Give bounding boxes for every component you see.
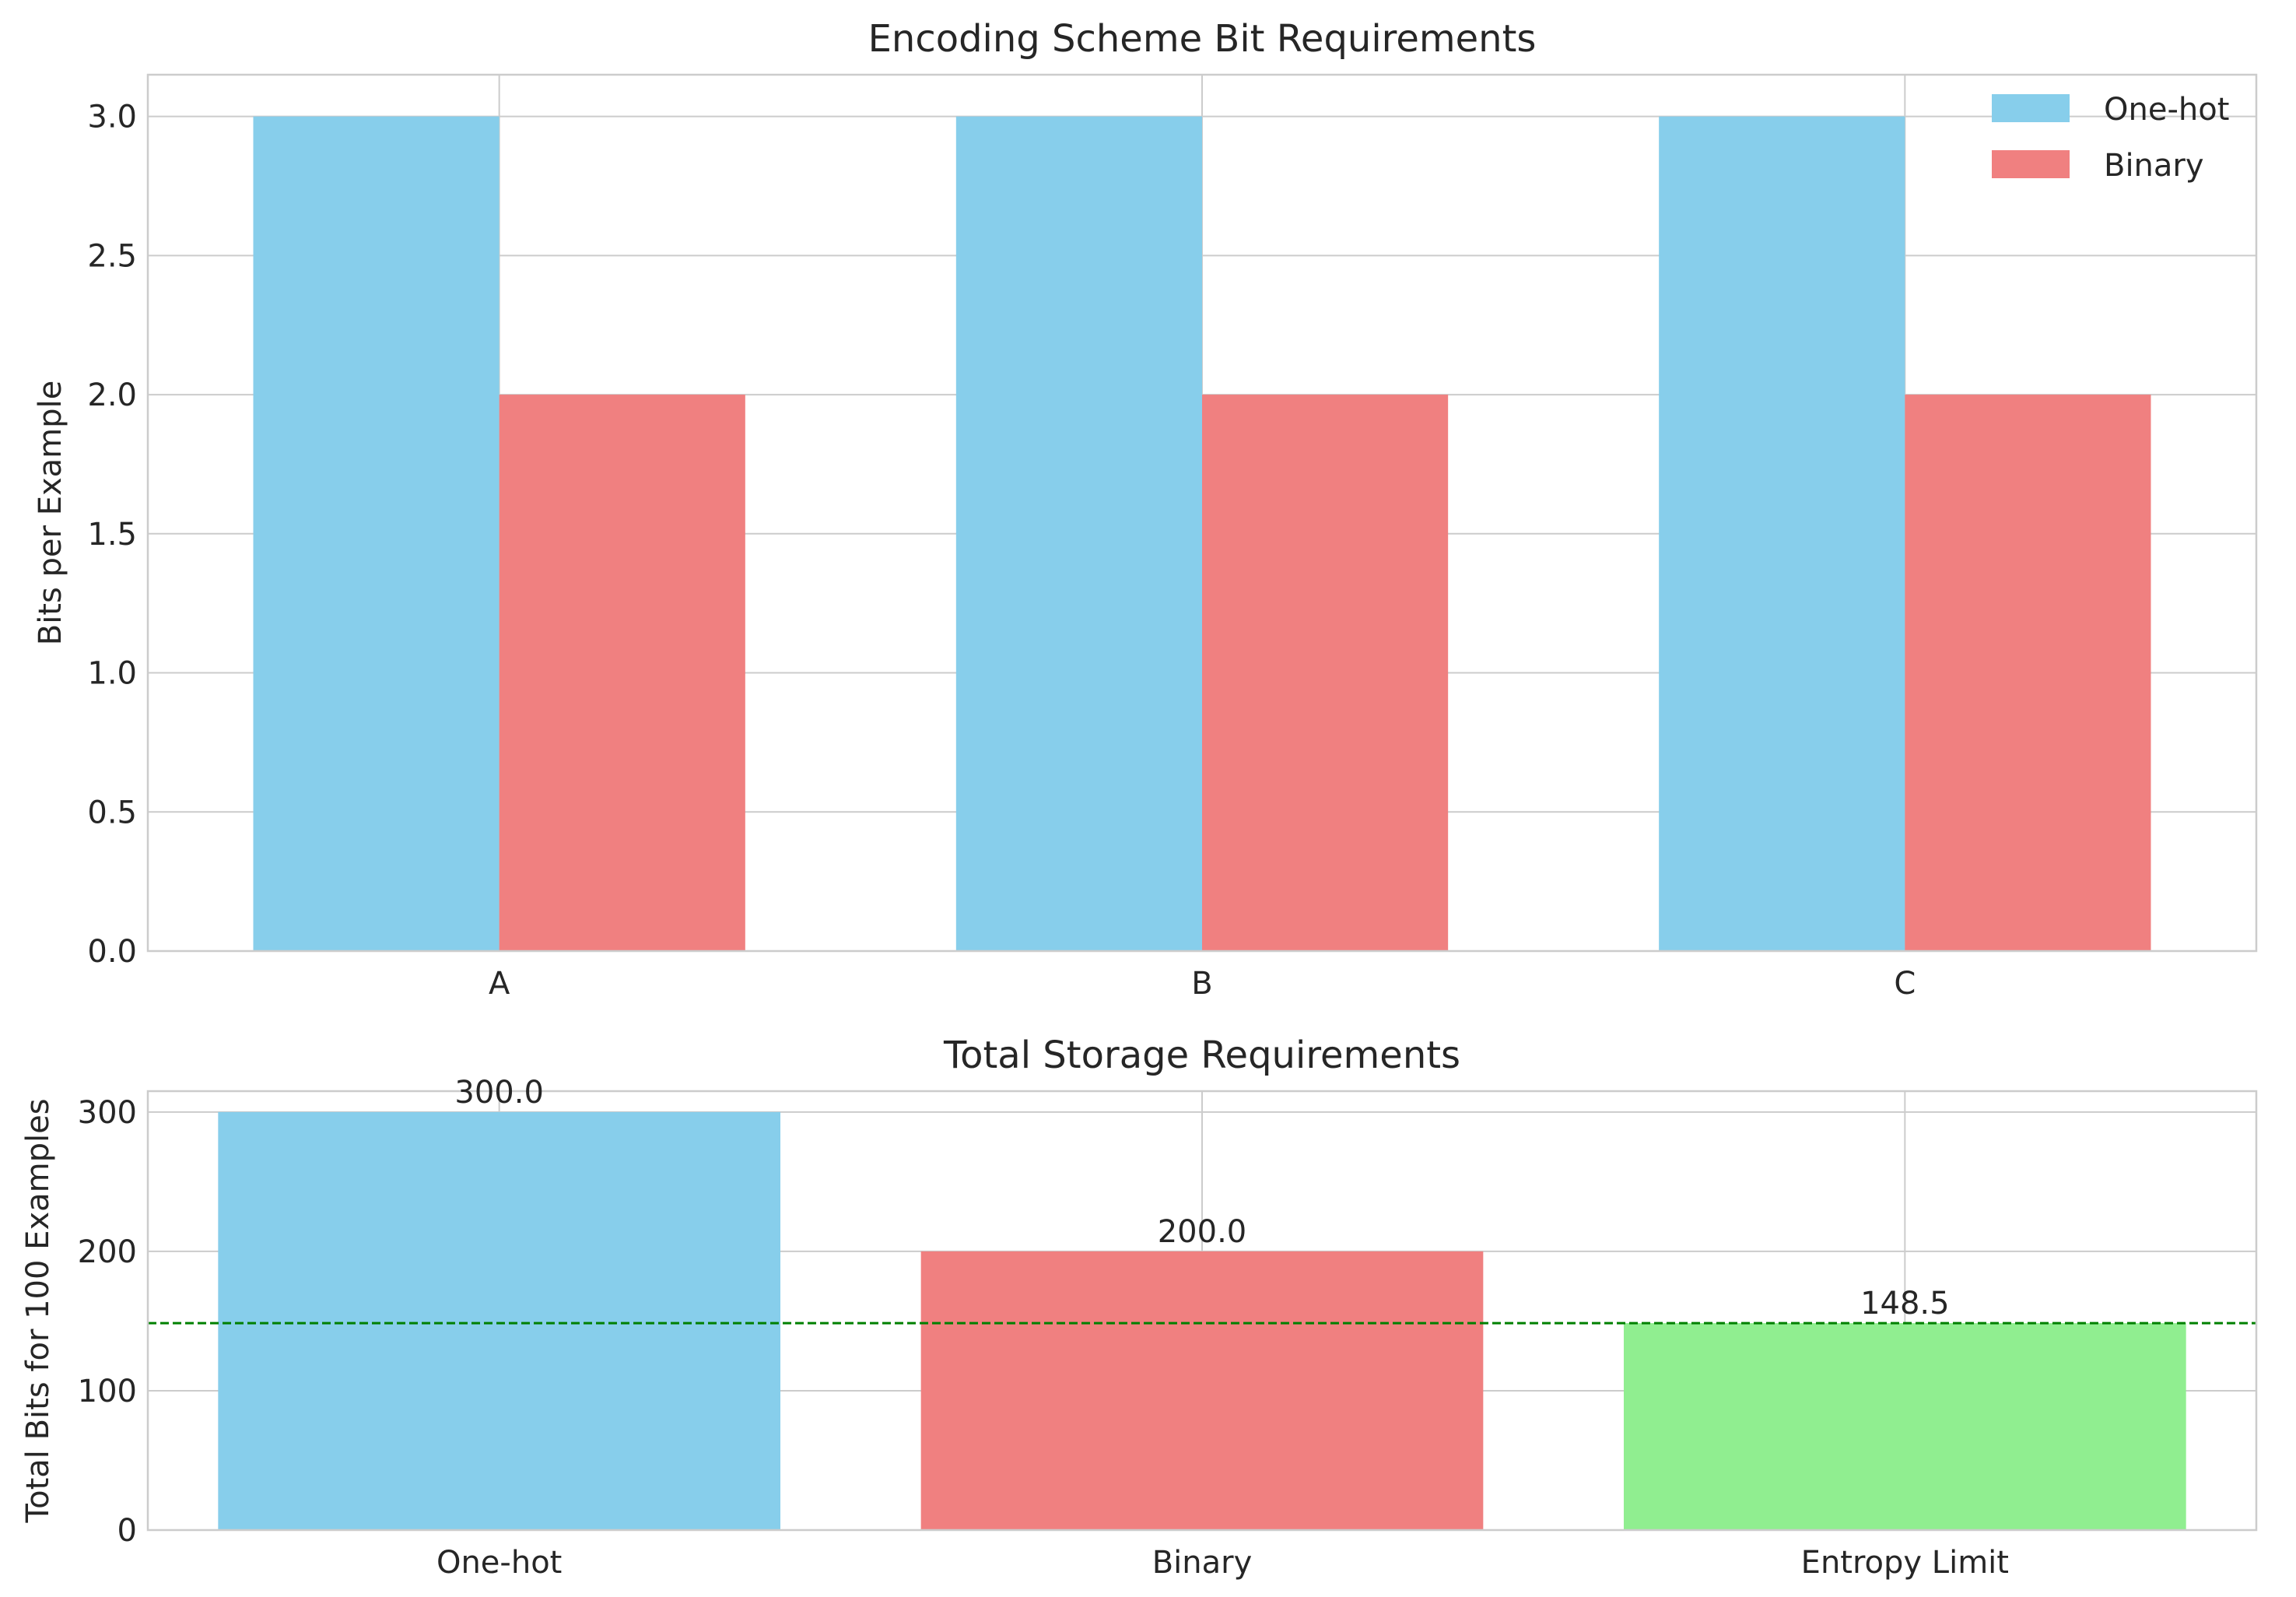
x-tick-label: A [489,966,510,1002]
legend-swatch-one-hot [1992,94,2070,122]
bars [218,1111,2186,1530]
bar-one-hot [218,1111,780,1530]
y-axis-label: Bits per Example [33,381,68,646]
legend-label-binary: Binary [2104,148,2204,184]
y-tick-label: 200 [78,1234,137,1270]
y-axis-label: Total Bits for 100 Examples [20,1098,56,1523]
data-labels: 300.0 200.0 148.5 [454,1075,1949,1321]
bar-one-hot-a [253,116,500,952]
chart-encoding-bits: 0.0 0.5 1.0 1.5 2.0 2.5 3.0 A B C Encoding Schem… [33,17,2258,1002]
bar-entropy-limit [1624,1323,2186,1530]
y-tick-labels: 0.0 0.5 1.0 1.5 2.0 2.5 3.0 [87,100,137,970]
bar-binary-a [499,395,745,952]
y-tick-label: 1.0 [87,656,137,692]
y-tick-label: 100 [78,1374,137,1409]
x-tick-labels: One-hot Binary Entropy Limit [436,1545,2009,1581]
data-label: 300.0 [454,1075,544,1111]
x-tick-label: C [1894,966,1916,1002]
chart-title: Encoding Scheme Bit Requirements [868,17,1537,61]
y-tick-label: 2.5 [87,238,137,274]
y-tick-label: 2.0 [87,377,137,413]
y-tick-label: 3.0 [87,100,137,135]
legend-swatch-binary [1992,150,2070,178]
bar-binary-b [1202,395,1449,952]
data-label: 148.5 [1860,1286,1950,1321]
x-tick-label: Binary [1152,1545,1253,1581]
data-label: 200.0 [1158,1214,1247,1250]
bar-binary-c [1905,395,2151,952]
x-tick-label: B [1191,966,1212,1002]
chart-title: Total Storage Requirements [943,1034,1460,1077]
legend-label-one-hot: One-hot [2104,92,2229,128]
y-tick-label: 0.5 [87,795,137,830]
y-tick-label: 300 [78,1095,137,1131]
y-tick-label: 0.0 [87,934,137,970]
chart-total-storage: 0 100 200 300 One-hot Binary Entropy Limit 30… [20,1034,2258,1581]
y-tick-label: 1.5 [87,517,137,553]
bar-one-hot-c [1659,116,1905,952]
plot-frame [146,73,2258,953]
y-tick-labels: 0 100 200 300 [78,1095,137,1549]
x-tick-label: One-hot [436,1545,562,1581]
legend: One-hot Binary [1992,92,2229,184]
bars [253,116,2151,952]
x-tick-label: Entropy Limit [1801,1545,2009,1581]
bar-one-hot-b [955,116,1202,952]
plot-frame [146,1090,2258,1532]
x-tick-labels: A B C [489,966,1916,1002]
y-tick-label: 0 [117,1513,137,1549]
bar-binary [920,1251,1484,1530]
